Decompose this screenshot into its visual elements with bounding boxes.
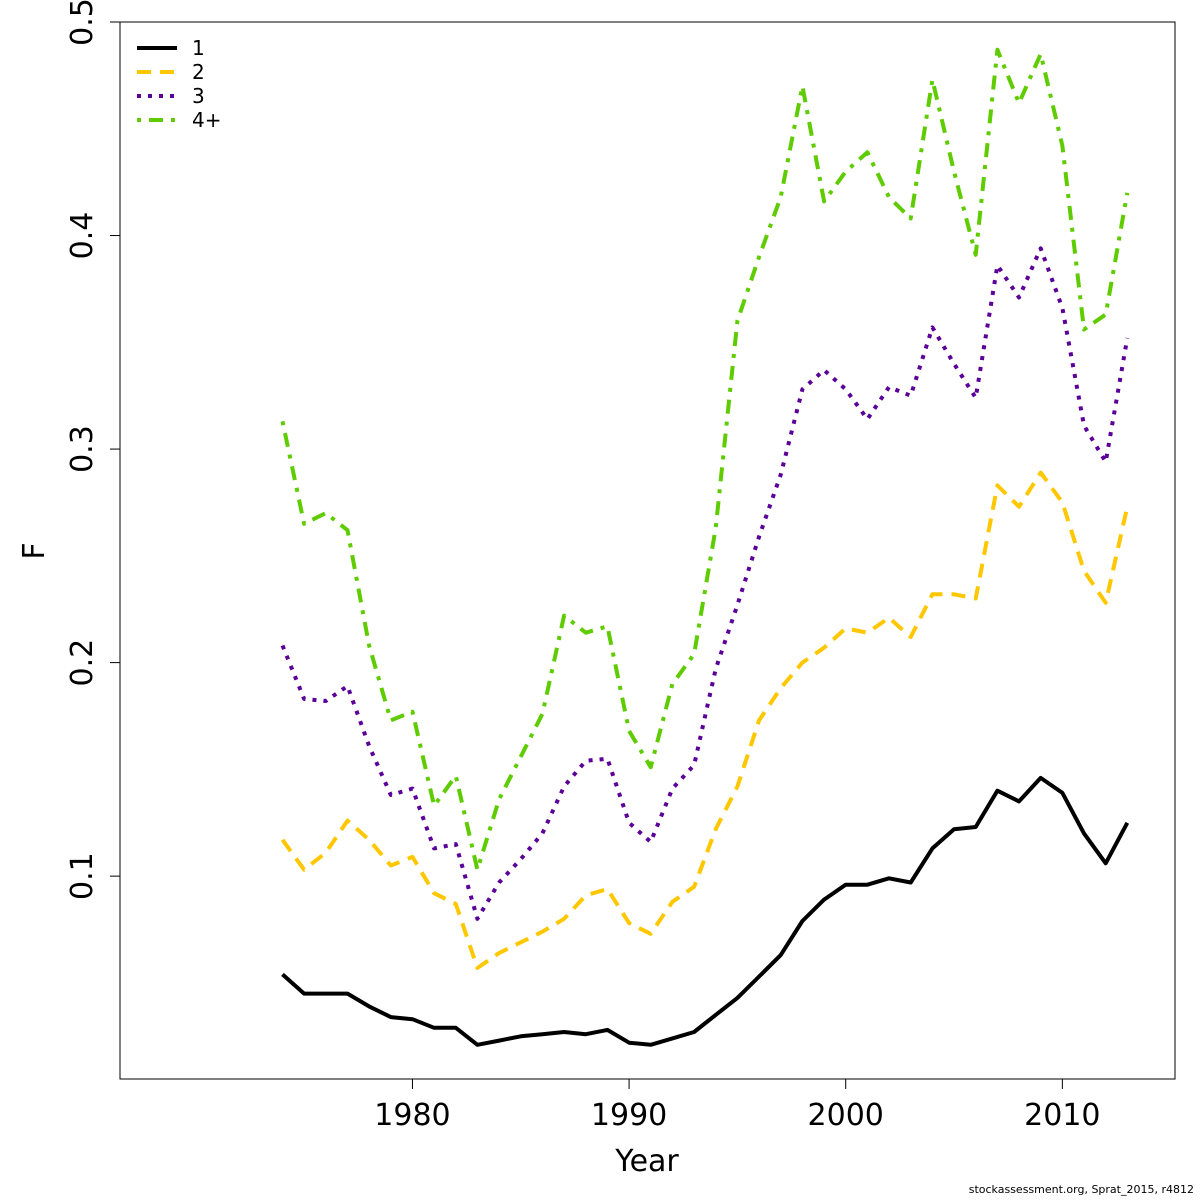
legend-label: 3 — [192, 84, 205, 108]
series-line-1 — [281, 775, 1130, 1047]
y-tick-label: 0.5 — [65, 0, 100, 46]
legend-label: 2 — [192, 60, 205, 84]
x-tick-label: 2010 — [1024, 1098, 1100, 1133]
series-line-3 — [280, 246, 1130, 921]
footer-credit: stockassessment.org, Sprat_2015, r4812 — [968, 1183, 1194, 1196]
y-tick-label: 0.1 — [65, 852, 100, 900]
y-tick-label: 0.2 — [65, 639, 100, 687]
series-layer — [280, 47, 1130, 1047]
x-axis-title: Year — [614, 1144, 679, 1179]
x-axis-ticks: 1980 1990 2000 2010 — [374, 1079, 1101, 1133]
legend-label: 1 — [192, 36, 205, 60]
y-axis-ticks: 0.1 0.2 0.3 0.4 0.5 — [65, 0, 120, 900]
series-line-2 — [280, 470, 1130, 970]
plot-frame — [119, 21, 1176, 1080]
legend-label: 4+ — [192, 108, 221, 132]
y-tick-label: 0.4 — [65, 212, 100, 260]
x-tick-label: 1990 — [591, 1098, 667, 1133]
x-tick-label: 2000 — [808, 1098, 884, 1133]
series-line-4plus — [280, 47, 1130, 872]
y-tick-label: 0.3 — [65, 425, 100, 473]
x-tick-label: 1980 — [374, 1098, 450, 1133]
y-axis-title: F — [17, 542, 52, 559]
